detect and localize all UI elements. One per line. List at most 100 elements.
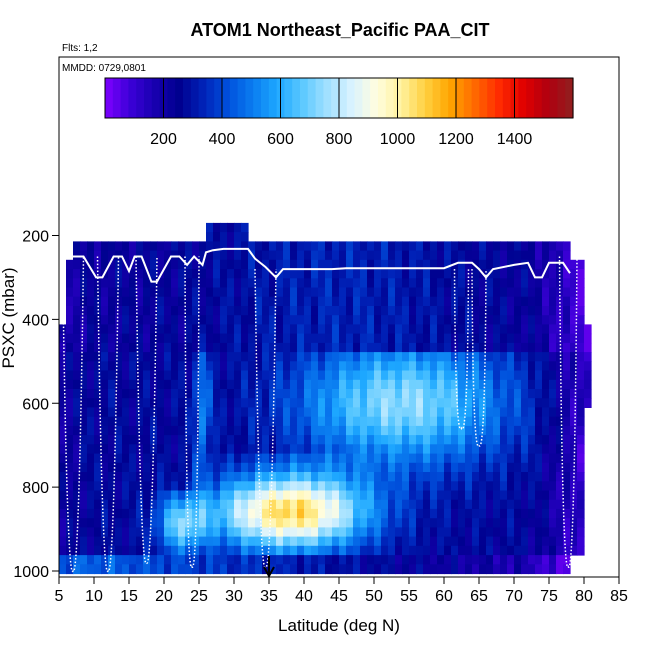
heat-cell — [94, 306, 102, 316]
heat-cell — [514, 518, 522, 528]
heat-cell — [395, 269, 403, 279]
heat-cell — [234, 545, 242, 556]
heat-cell — [549, 481, 557, 492]
heat-cell — [388, 333, 396, 344]
heat-cell — [276, 241, 284, 252]
heat-cell — [472, 287, 480, 298]
heat-cell — [87, 453, 95, 464]
heat-cell — [479, 545, 487, 556]
heat-cell — [360, 296, 368, 307]
heat-cell — [479, 370, 487, 381]
heat-cell — [136, 518, 144, 528]
heat-cell — [255, 306, 263, 316]
heat-cell — [59, 425, 67, 436]
heat-cell — [486, 490, 494, 501]
heat-cell — [101, 379, 109, 390]
heat-cell — [528, 342, 536, 353]
heat-cell — [213, 416, 221, 427]
heat-cell — [486, 278, 494, 289]
heat-cell — [87, 315, 95, 325]
heat-cell — [437, 287, 445, 298]
heat-cell — [150, 306, 158, 316]
heat-cell — [346, 407, 354, 418]
heat-cell — [87, 555, 95, 565]
heat-cell — [395, 435, 403, 445]
heat-cell — [493, 453, 501, 464]
heat-cell — [129, 472, 137, 482]
heat-cell — [185, 555, 193, 565]
heat-cell — [458, 499, 466, 510]
heat-cell — [479, 333, 487, 344]
heat-cell — [409, 250, 417, 261]
heat-cell — [346, 250, 354, 261]
heat-cell — [374, 407, 382, 418]
heat-cell — [402, 241, 410, 252]
heat-cell — [563, 444, 571, 455]
heat-cell — [563, 389, 571, 399]
heat-cell — [353, 536, 361, 547]
heat-cell — [388, 379, 396, 390]
heat-cell — [199, 490, 207, 501]
heat-cell — [206, 481, 214, 492]
heat-cell — [297, 389, 305, 399]
heat-cell — [143, 555, 151, 565]
heat-cell — [122, 416, 130, 427]
heat-cell — [255, 545, 263, 556]
heat-cell — [444, 536, 452, 547]
heat-cell — [206, 379, 214, 390]
heat-cell — [227, 222, 235, 233]
heat-cell — [479, 306, 487, 316]
heat-cell — [374, 250, 382, 261]
heat-cell — [437, 527, 445, 538]
heat-cell — [514, 564, 522, 575]
heat-cell — [437, 352, 445, 362]
heat-cell — [528, 241, 536, 252]
heat-cell — [297, 425, 305, 436]
x-tick-label: 75 — [540, 588, 558, 605]
heat-cell — [164, 250, 172, 261]
heat-cell — [80, 241, 88, 252]
heat-cell — [493, 269, 501, 279]
heat-cell — [416, 306, 424, 316]
heat-cell — [59, 490, 67, 501]
heat-cell — [507, 352, 515, 362]
heat-cell — [570, 379, 578, 390]
heat-cell — [108, 370, 116, 381]
heat-cell — [514, 536, 522, 547]
heat-cell — [514, 389, 522, 399]
heat-cell — [500, 324, 508, 335]
heat-cell — [409, 287, 417, 298]
heat-cell — [157, 518, 165, 528]
heat-cell — [360, 324, 368, 335]
heat-cell — [115, 518, 123, 528]
heat-cell — [353, 278, 361, 289]
heat-cell — [157, 555, 165, 565]
heat-cell — [290, 315, 298, 325]
heat-cell — [423, 472, 431, 482]
heat-cell — [297, 250, 305, 261]
heat-cell — [304, 499, 312, 510]
heat-cell — [423, 416, 431, 427]
heat-cell — [458, 536, 466, 547]
heat-cell — [115, 296, 123, 307]
heat-cell — [577, 379, 585, 390]
heat-cell — [87, 333, 95, 344]
heat-cell — [367, 241, 375, 252]
heat-cell — [283, 555, 291, 565]
heat-cell — [430, 241, 438, 252]
heat-cell — [129, 389, 137, 399]
heat-cell — [332, 462, 340, 473]
heat-cell — [549, 453, 557, 464]
heat-cell — [276, 416, 284, 427]
heat-cell — [304, 453, 312, 464]
heat-cell — [185, 499, 193, 510]
heat-cell — [472, 564, 480, 575]
heat-cell — [94, 416, 102, 427]
heat-cell — [409, 416, 417, 427]
heat-cell — [122, 287, 130, 298]
heat-cell — [87, 278, 95, 289]
heat-cell — [227, 508, 235, 519]
heat-cell — [458, 555, 466, 565]
heat-cell — [472, 389, 480, 399]
heat-cell — [472, 490, 480, 501]
